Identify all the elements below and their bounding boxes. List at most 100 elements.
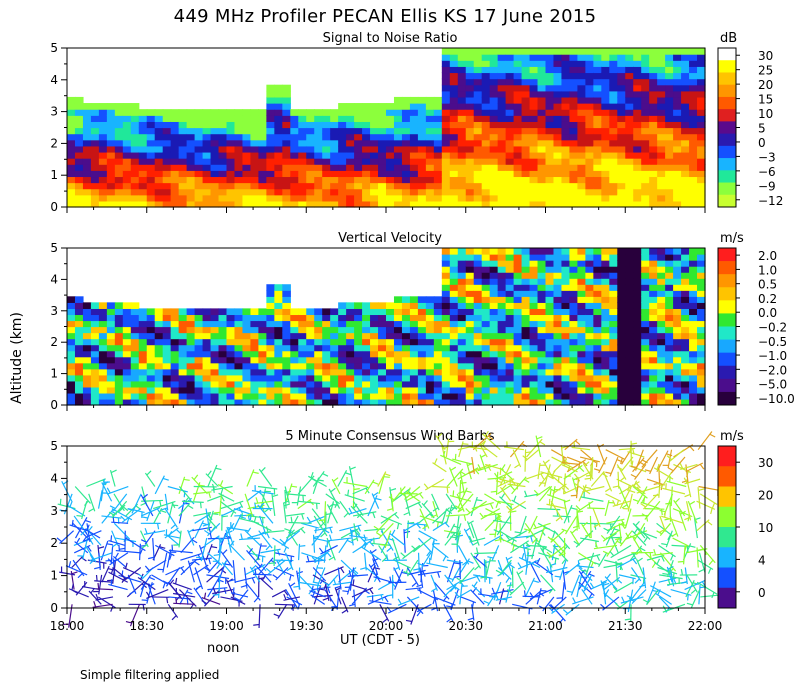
- time-tick-label: 20:00: [369, 619, 404, 633]
- time-tick-label: 19:30: [289, 619, 324, 633]
- y-tick-label: 2: [50, 136, 58, 150]
- colorbar-swatch: [718, 466, 736, 487]
- y-tick-label: 1: [50, 367, 58, 381]
- colorbar-swatch: [718, 326, 736, 340]
- colorbar-label: −5.0: [758, 378, 787, 392]
- panel-data: [67, 248, 706, 406]
- colorbar-unit: m/s: [720, 231, 744, 246]
- colorbar-swatch: [718, 313, 736, 327]
- colorbar-swatch: [718, 182, 736, 196]
- colorbar-swatch: [718, 96, 736, 110]
- colorbar-unit: m/s: [720, 429, 744, 444]
- y-tick-label: 5: [50, 439, 58, 453]
- colorbar-label: 10: [758, 521, 773, 535]
- colorbar-label: 0.5: [758, 278, 777, 292]
- colorbar-swatch: [718, 352, 736, 367]
- colorbar-swatch: [718, 446, 736, 467]
- colorbar-unit: dB: [720, 31, 737, 46]
- colorbar-label: 0.0: [758, 306, 777, 320]
- colorbar-label: −9: [758, 179, 776, 193]
- colorbar-swatch: [718, 567, 736, 589]
- time-tick-label: 21:30: [608, 619, 643, 633]
- panel-data: [56, 430, 724, 629]
- colorbar-label: 0: [758, 136, 766, 150]
- colorbar-label: 25: [758, 64, 773, 78]
- colorbar-label: −2.0: [758, 363, 787, 377]
- y-tick-label: 3: [50, 304, 58, 318]
- colorbar-label: 30: [758, 456, 773, 470]
- y-tick-label: 4: [50, 73, 58, 87]
- colorbar-label: 10: [758, 107, 773, 121]
- y-tick-label: 2: [50, 536, 58, 550]
- colorbar-label: −0.2: [758, 321, 787, 335]
- y-tick-label: 2: [50, 335, 58, 349]
- y-tick-label: 3: [50, 105, 58, 119]
- colorbar-swatch: [718, 60, 736, 73]
- colorbar-label: 30: [758, 49, 773, 63]
- colorbar-label: 2.0: [758, 249, 777, 263]
- panel-frame: [66, 445, 706, 609]
- colorbar-swatch: [718, 339, 736, 354]
- y-tick-label: 0: [50, 200, 58, 214]
- colorbar-swatch: [718, 84, 736, 98]
- colorbar-swatch: [718, 248, 736, 262]
- colorbar-swatch: [718, 121, 736, 135]
- colorbar-label: −1.0: [758, 349, 787, 363]
- time-tick-label: 20:30: [448, 619, 483, 633]
- y-tick-label: 4: [50, 272, 58, 286]
- colorbar-swatch: [718, 109, 736, 122]
- colorbar-swatch: [718, 72, 736, 86]
- colorbar-swatch: [718, 365, 736, 380]
- colorbar-label: 1.0: [758, 263, 777, 277]
- colorbar-swatch: [718, 194, 736, 208]
- colorbar-swatch: [718, 48, 736, 61]
- colorbar-swatch: [718, 287, 736, 301]
- colorbar-swatch: [718, 300, 736, 314]
- colorbar-label: −6: [758, 165, 776, 179]
- colorbar-label: 5: [758, 122, 766, 136]
- colorbar-label: 4: [758, 553, 766, 567]
- colorbar-swatch: [718, 133, 736, 147]
- panel-data: [67, 48, 706, 208]
- colorbar-swatch: [718, 261, 736, 275]
- colorbar-swatch: [718, 391, 736, 406]
- time-tick-label: 18:00: [50, 619, 85, 633]
- colorbar-swatch: [718, 145, 736, 159]
- colorbar-swatch: [718, 587, 736, 609]
- colorbar-label: −3: [758, 150, 776, 164]
- y-tick-label: 5: [50, 41, 58, 55]
- y-tick-label: 0: [50, 601, 58, 615]
- colorbar-label: −12: [758, 194, 783, 208]
- colorbar-label: 0: [758, 586, 766, 600]
- colorbar-swatch: [718, 547, 736, 568]
- noon-label: noon: [207, 641, 240, 656]
- x-axis-label: UT (CDT - 5): [340, 633, 420, 648]
- y-tick-label: 4: [50, 471, 58, 485]
- colorbar-label: 15: [758, 93, 773, 107]
- y-tick-label: 5: [50, 241, 58, 255]
- colorbar-swatch: [718, 378, 736, 393]
- panel-1: Signal to Noise Ratio012345dB30252015105…: [50, 31, 783, 214]
- panel-title: Signal to Noise Ratio: [323, 31, 458, 46]
- time-tick-label: 22:00: [688, 619, 723, 633]
- time-tick-label: 21:00: [528, 619, 563, 633]
- colorbar-label: −0.5: [758, 335, 787, 349]
- colorbar-label: 20: [758, 78, 773, 92]
- colorbar-label: 0.2: [758, 292, 777, 306]
- colorbar-swatch: [718, 158, 736, 171]
- y-tick-label: 3: [50, 504, 58, 518]
- y-tick-label: 0: [50, 398, 58, 412]
- colorbar-swatch: [718, 274, 736, 288]
- panel-title: Vertical Velocity: [338, 231, 442, 246]
- time-tick-label: 19:00: [209, 619, 244, 633]
- y-tick-label: 1: [50, 168, 58, 182]
- figure-title: 449 MHz Profiler PECAN Ellis KS 17 June …: [173, 6, 597, 27]
- colorbar-swatch: [718, 506, 736, 528]
- filter-footnote: Simple filtering applied: [80, 668, 220, 682]
- colorbar-label: 20: [758, 489, 773, 503]
- panel-2: Vertical Velocity 0 1 2 3 4 5 m/s 2.01.00.50.20.…: [50, 231, 794, 412]
- colorbar-label: −10.0: [758, 392, 795, 406]
- time-tick-label: 18:30: [129, 619, 164, 633]
- colorbar-swatch: [718, 527, 736, 548]
